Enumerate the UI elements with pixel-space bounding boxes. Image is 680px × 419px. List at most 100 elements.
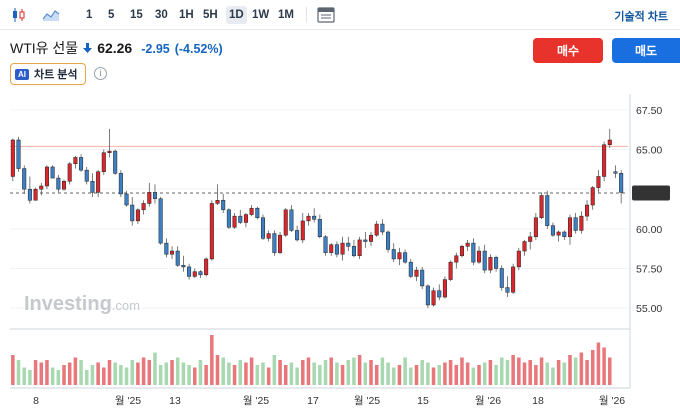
volume-bar	[50, 367, 55, 385]
candle-body	[363, 239, 368, 242]
volume-bar	[380, 357, 385, 385]
candle-body	[619, 173, 624, 193]
price-chart[interactable]: Investing.com 67.5065.0062.5060.0057.505…	[0, 94, 680, 419]
volume-bar	[295, 367, 299, 385]
volume-bar	[221, 357, 225, 385]
candle-body	[562, 231, 567, 238]
info-icon[interactable]: i	[94, 67, 107, 80]
volume-bar	[318, 365, 322, 385]
candle-body	[317, 219, 322, 238]
candle-body	[471, 242, 476, 263]
volume-bar	[500, 357, 504, 385]
candle-body	[613, 171, 618, 174]
candle-body	[351, 246, 356, 257]
volume-bar	[431, 367, 436, 385]
volume-bar	[33, 360, 38, 385]
interval-1[interactable]: 1	[86, 9, 93, 21]
sell-button[interactable]: 매도	[612, 38, 680, 63]
volume-bar	[249, 357, 254, 385]
interval-5h[interactable]: 5H	[203, 9, 218, 21]
volume-bar	[170, 360, 174, 385]
y-tick-label: 55.00	[636, 303, 662, 315]
volume-bar	[210, 335, 214, 385]
candle-body	[334, 244, 339, 255]
x-tick-label: 18	[532, 395, 544, 407]
candle-body	[164, 242, 169, 255]
candle-body	[590, 187, 595, 206]
interval-1d[interactable]: 1D	[226, 6, 247, 24]
candle-body	[488, 257, 493, 271]
candle-body	[391, 249, 396, 260]
candle-body	[107, 150, 112, 153]
volume-bar	[465, 362, 470, 385]
volume-bar	[488, 360, 493, 385]
volume-bar	[403, 357, 407, 385]
volume-bar	[596, 342, 601, 385]
candle-body	[511, 266, 516, 293]
volume-bar	[420, 360, 424, 385]
volume-bar	[84, 370, 89, 385]
ai-chart-analysis-button[interactable]: AI 차트 분석	[10, 63, 86, 85]
candle-body	[192, 271, 197, 277]
interval-1m[interactable]: 1M	[278, 9, 294, 21]
candle-body	[209, 203, 214, 260]
candle-body	[494, 257, 499, 269]
volume-bar	[175, 357, 180, 385]
x-tick-label: 월 '25	[354, 395, 380, 407]
volume-bar	[426, 362, 430, 385]
volume-bar	[608, 357, 612, 385]
volume-bar	[301, 360, 305, 385]
volume-bar	[391, 367, 396, 385]
interval-5[interactable]: 5	[108, 9, 115, 21]
candlestick-icon[interactable]	[9, 5, 29, 25]
interval-15[interactable]: 15	[130, 9, 143, 21]
technical-chart-link[interactable]: 기술적 차트	[614, 11, 668, 23]
candle-body	[528, 236, 533, 242]
volume-bar	[323, 360, 328, 385]
candle-body	[539, 195, 544, 218]
volume-bar	[454, 365, 459, 385]
volume-bar	[374, 365, 379, 385]
candle-body	[403, 252, 408, 263]
volume-bar	[198, 360, 203, 385]
ai-badge: AI	[15, 68, 29, 80]
volume-bar	[227, 362, 231, 385]
instrument-name: WTI유 선물	[10, 40, 79, 56]
candle-body	[221, 200, 226, 211]
interval-30[interactable]: 30	[155, 9, 168, 21]
candle-body	[465, 242, 470, 247]
candle-body	[567, 217, 573, 238]
candle-body	[386, 231, 391, 250]
candle-body	[232, 215, 237, 228]
candle-body	[50, 166, 55, 179]
volume-bar	[28, 370, 32, 385]
buy-button[interactable]: 매수	[533, 38, 603, 63]
candle-body	[425, 285, 430, 306]
volume-bar	[272, 355, 277, 385]
candle-body	[118, 173, 123, 195]
calendar-icon[interactable]	[316, 5, 336, 25]
volume-bar	[397, 365, 402, 385]
candle-body	[300, 220, 305, 241]
candle-body	[272, 233, 277, 253]
interval-1h[interactable]: 1H	[179, 9, 194, 21]
candle-body	[522, 241, 527, 252]
volume-bar	[39, 362, 44, 385]
volume-bar	[602, 347, 606, 385]
volume-bar	[16, 360, 21, 385]
candle-body	[61, 180, 67, 190]
volume-bar	[534, 365, 538, 385]
candle-body	[44, 166, 49, 187]
volume-bar	[414, 365, 419, 385]
candle-body	[84, 169, 89, 182]
candle-body	[454, 255, 459, 263]
candle-body	[79, 157, 84, 171]
candle-body	[437, 290, 442, 298]
candle-body	[420, 269, 425, 287]
interval-1w[interactable]: 1W	[252, 9, 270, 21]
volume-bar	[107, 360, 112, 385]
volume-bar	[187, 365, 191, 385]
volume-bar	[193, 367, 197, 385]
area-chart-icon[interactable]	[41, 5, 61, 25]
